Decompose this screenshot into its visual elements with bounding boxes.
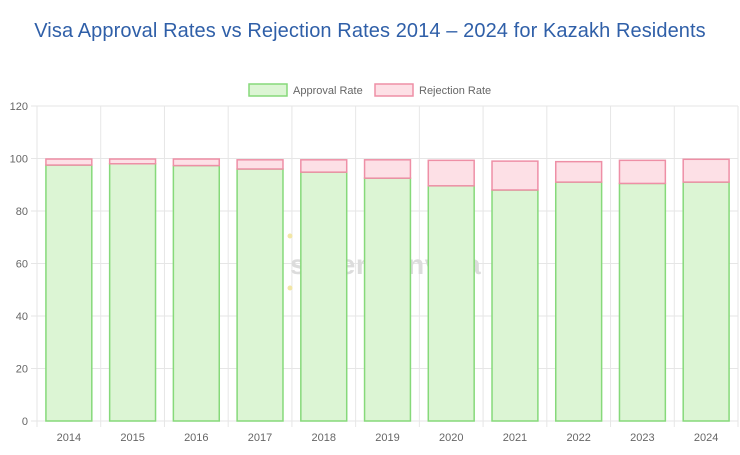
x-tick-label: 2022 [566,432,590,444]
x-tick-label: 2015 [120,432,144,444]
bar-approval-2016[interactable] [172,164,221,422]
bar-rejection-2023[interactable] [618,159,667,185]
eu-star [287,233,293,239]
x-tick-label: 2024 [694,432,718,444]
bar-rejection-2018[interactable] [300,159,348,173]
y-tick-label: 20 [16,364,28,376]
bar-approval-2015[interactable] [108,163,157,422]
legend-label: Rejection Rate [419,85,491,97]
legend-item-approval[interactable]: Approval Rate [248,83,363,97]
x-tick-label: 2020 [439,432,463,444]
bar-rejection-2022[interactable] [554,160,603,183]
x-axis: 2014 2015 2016 2017 2018 2019 2020 2021 2022 2023… [57,432,719,444]
legend-swatch [248,83,288,97]
bar-rejection-2020[interactable] [427,159,475,187]
x-tick-label: 2016 [184,432,208,444]
y-tick-label: 100 [10,154,28,166]
x-tick-label: 2023 [630,432,654,444]
x-tick-label: 2018 [312,432,336,444]
bar-rejection-2021[interactable] [491,160,539,191]
bar-approval-2020[interactable] [427,185,475,422]
bar-approval-2017[interactable] [236,168,284,422]
x-tick-label: 2014 [57,432,81,444]
y-tick-label: 60 [16,259,28,271]
y-tick-label: 120 [10,101,28,113]
bar-rejection-2014[interactable] [45,158,93,166]
y-tick-label: 40 [16,311,28,323]
bar-approval-2022[interactable] [554,181,603,422]
x-tick-label: 2019 [375,432,399,444]
bar-rejection-2019[interactable] [363,159,412,179]
bar-approval-2021[interactable] [491,189,539,422]
bars [45,158,730,422]
chart-title: Visa Approval Rates vs Rejection Rates 2… [34,20,706,42]
legend[interactable]: Approval Rate Rejection Rate [248,83,491,97]
legend-item-rejection[interactable]: Rejection Rate [374,83,491,97]
eu-star [287,285,293,291]
bar-approval-2024[interactable] [682,181,730,422]
bar-rejection-2024[interactable] [682,158,730,183]
bar-rejection-2016[interactable] [172,158,221,167]
y-tick-label: 0 [22,416,28,428]
legend-swatch [374,83,414,97]
x-tick-label: 2021 [503,432,527,444]
y-axis: 0 20 40 60 80 100 120 [10,101,28,428]
x-tick-label: 2017 [248,432,272,444]
bar-approval-2023[interactable] [618,182,667,422]
bar-rejection-2017[interactable] [236,159,284,170]
bar-rejection-2015[interactable] [108,158,157,165]
bar-approval-2018[interactable] [300,171,348,422]
bar-approval-2014[interactable] [45,164,93,422]
y-tick-label: 80 [16,206,28,218]
bar-approval-2019[interactable] [363,177,412,422]
legend-label: Approval Rate [293,85,363,97]
